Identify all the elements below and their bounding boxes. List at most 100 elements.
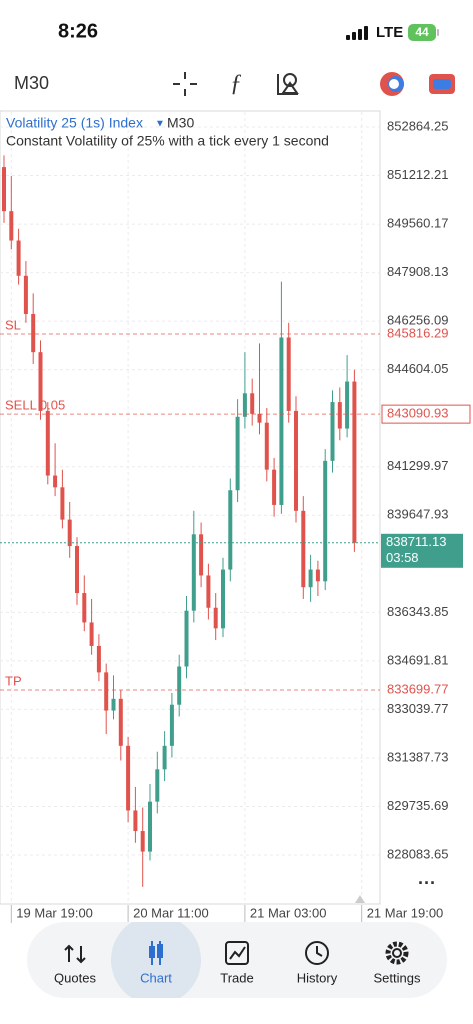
- candle-body: [221, 569, 225, 629]
- nav-label: Settings: [374, 970, 421, 985]
- scroll-marker: [355, 895, 365, 903]
- symbol-name[interactable]: Volatility 25 (1s) Index: [6, 115, 143, 131]
- level-price-box: [381, 404, 471, 424]
- y-tick-label: 852864.25: [387, 118, 448, 133]
- candle-body: [45, 410, 50, 476]
- candle-body: [162, 745, 167, 770]
- x-tick-label: 21 Mar 03:00: [250, 905, 327, 920]
- trade-button[interactable]: [429, 74, 455, 94]
- candle-body: [2, 167, 6, 212]
- y-tick-label: 846256.09: [387, 313, 448, 328]
- bar-countdown: 03:58: [386, 550, 419, 565]
- x-tick-label: 19 Mar 19:00: [16, 905, 93, 920]
- battery-cap: [437, 29, 439, 36]
- nav-icon: [225, 941, 249, 965]
- candle-body: [133, 810, 138, 832]
- crosshair-button[interactable]: [173, 72, 197, 96]
- candle-body: [279, 337, 284, 505]
- candle-body: [337, 402, 342, 429]
- level-price: 845816.29: [387, 325, 448, 340]
- candle-body: [104, 672, 109, 711]
- y-tick-label: 831387.73: [387, 749, 448, 764]
- candle-body: [23, 275, 28, 314]
- network-label: LTE: [376, 24, 403, 41]
- candle-body: [60, 487, 65, 520]
- nav-item[interactable]: Settings: [374, 941, 421, 985]
- candle-body: [301, 510, 306, 588]
- candle-body: [53, 475, 58, 488]
- candle-body: [352, 381, 357, 543]
- y-tick-label: 841299.97: [387, 458, 448, 473]
- nav-icon: [64, 944, 86, 964]
- candle-body: [308, 569, 313, 588]
- nav-active-bg: [111, 922, 201, 998]
- candle-body: [184, 610, 189, 667]
- candle-body: [315, 569, 320, 582]
- candle-body: [323, 460, 328, 582]
- candle-body: [191, 534, 196, 611]
- level-price: 833699.77: [387, 681, 448, 696]
- nav-item[interactable]: Chart: [111, 915, 201, 1005]
- candle-body: [177, 666, 182, 705]
- nav-label: Trade: [220, 970, 253, 985]
- level-label: SL: [5, 317, 21, 332]
- status-time: 8:26: [58, 20, 98, 42]
- nav: Quotes Chart Trade History Settings: [54, 915, 421, 1005]
- signal-icon: [346, 26, 368, 40]
- y-tick-label: 834691.81: [387, 652, 448, 667]
- candle-body: [242, 393, 247, 417]
- nav-icon: [385, 941, 409, 965]
- timeframe-button[interactable]: M30: [14, 73, 49, 93]
- current-price-box: [381, 533, 463, 568]
- y-tick-label: 828083.65: [387, 846, 448, 861]
- level-label: TP: [5, 673, 22, 688]
- symbol-description: Constant Volatility of 25% with a tick e…: [6, 133, 329, 149]
- chart[interactable]: 852864.25 851212.21 849560.17 847908.13 8462…: [0, 110, 471, 923]
- nav-icon: [149, 946, 155, 958]
- candle-body: [155, 769, 160, 802]
- candle-body: [126, 745, 131, 811]
- candle-body: [250, 393, 255, 414]
- symbol-dropdown[interactable]: ▼: [155, 119, 165, 130]
- indicators-button[interactable]: ƒ: [230, 71, 242, 97]
- candle-body: [199, 534, 204, 576]
- candle-body: [31, 313, 36, 353]
- nav-label: History: [297, 970, 338, 985]
- nav-item[interactable]: Quotes: [54, 944, 96, 985]
- candle-body: [294, 410, 298, 511]
- candle-body: [96, 645, 101, 673]
- candle-body: [206, 575, 211, 608]
- nav-label: Quotes: [54, 970, 96, 985]
- nav-icon: [229, 946, 246, 960]
- y-tick-label: 829735.69: [387, 798, 448, 813]
- x-tick-label: 20 Mar 11:00: [133, 905, 209, 920]
- nav-item[interactable]: History: [297, 941, 338, 985]
- candle-body: [9, 211, 14, 241]
- more-button[interactable]: ···: [418, 873, 436, 893]
- chart-timeframe: M30: [167, 115, 194, 131]
- nav-item[interactable]: Trade: [220, 941, 254, 985]
- candle-body: [111, 698, 116, 711]
- objects-button[interactable]: [277, 73, 299, 95]
- y-tick-label: 849560.17: [387, 216, 448, 231]
- y-tick-label: 839647.93: [387, 507, 448, 522]
- battery: [408, 24, 436, 41]
- candle-body: [257, 413, 262, 423]
- y-tick-label: 847908.13: [387, 264, 448, 279]
- candle-body: [38, 352, 43, 411]
- candle-body: [16, 240, 21, 276]
- candle-body: [89, 622, 94, 646]
- candle-body: [330, 402, 335, 461]
- y-tick-label: 844604.05: [387, 361, 448, 376]
- nav-label: Chart: [140, 970, 172, 985]
- nav-icon: [157, 944, 163, 958]
- candle-body: [345, 381, 350, 429]
- candle-body: [213, 607, 218, 629]
- candle-body: [169, 704, 174, 746]
- candle-body: [75, 546, 79, 594]
- battery-level: 44: [415, 25, 429, 39]
- nav-bar: [27, 922, 447, 998]
- account-button[interactable]: [380, 72, 404, 96]
